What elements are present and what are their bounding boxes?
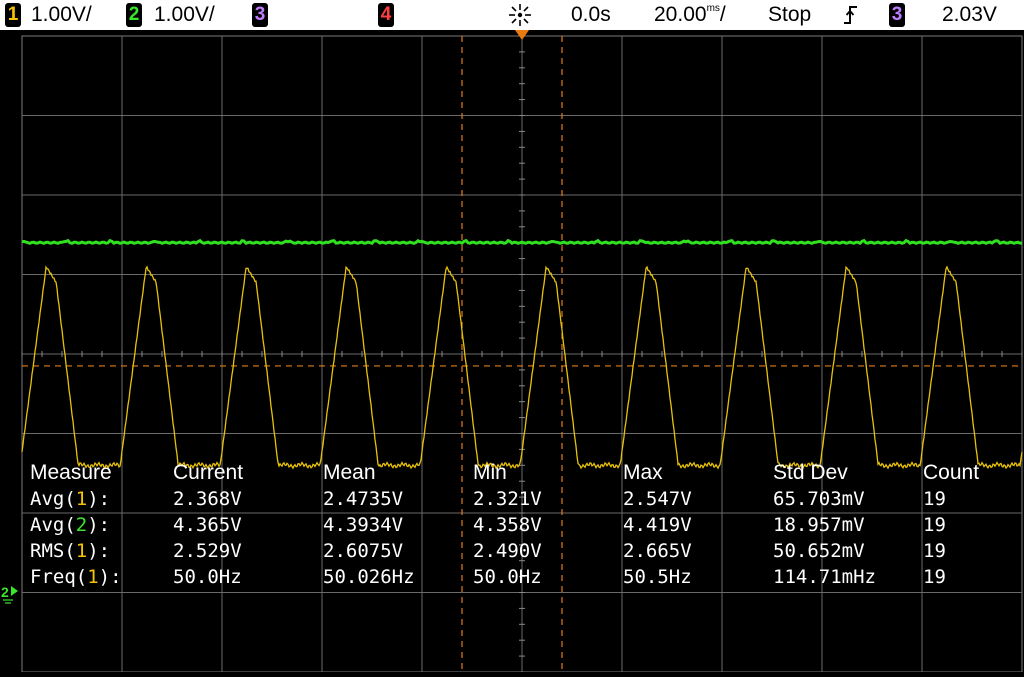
- measurement-std-dev: 114.71mHz: [773, 566, 876, 588]
- rising-edge-icon[interactable]: [842, 4, 860, 26]
- run-state[interactable]: Stop: [768, 3, 812, 26]
- measurement-header: Current: [173, 461, 243, 484]
- measurement-count: 19: [923, 566, 946, 588]
- status-bar: 1 1.00V/ 2 1.00V/ 3 4 0.0s 20.00ms/ Stop…: [0, 0, 1024, 30]
- channel-2-trace: [21, 238, 1022, 246]
- time-base-suffix: /: [719, 3, 726, 26]
- measurement-max: 2.665V: [623, 540, 692, 562]
- measurement-max: 4.419V: [623, 514, 692, 536]
- scope-display: 2 Measure Current Mean Min Max Std Dev Count Av…: [0, 30, 1024, 673]
- measurement-current: 4.365V: [173, 514, 242, 536]
- time-base-value: 20.00: [654, 3, 707, 26]
- measurement-std-dev: 18.957mV: [773, 514, 865, 536]
- measurement-mean: 50.026Hz: [323, 566, 415, 588]
- measurement-header: Measure: [30, 461, 112, 484]
- measurement-current: 50.0Hz: [173, 566, 242, 588]
- channel-1-badge[interactable]: 1: [5, 3, 21, 27]
- time-unit: ms: [706, 3, 720, 14]
- channel-4-badge[interactable]: 4: [378, 3, 394, 27]
- channel-2-badge[interactable]: 2: [126, 3, 142, 27]
- time-offset[interactable]: 0.0s: [571, 3, 611, 26]
- channel-2-scale[interactable]: 1.00V/: [154, 3, 215, 26]
- measurement-header: Std Dev: [773, 461, 848, 484]
- measurement-current: 2.368V: [173, 488, 242, 510]
- measurement-max: 50.5Hz: [623, 566, 692, 588]
- measurement-count: 19: [923, 488, 946, 510]
- measurement-name: Avg(2):: [30, 514, 110, 536]
- measurement-name: Avg(1):: [30, 488, 110, 510]
- time-base[interactable]: 20.00ms/: [654, 2, 726, 28]
- markers: 2: [1, 30, 529, 604]
- trigger-level[interactable]: 2.03V: [942, 3, 997, 26]
- measurement-min: 50.0Hz: [473, 566, 542, 588]
- measurement-min: 2.321V: [473, 488, 542, 510]
- channel-1-scale[interactable]: 1.00V/: [31, 3, 92, 26]
- measurement-header: Max: [623, 461, 663, 484]
- channel-1-trace: [21, 265, 1023, 470]
- measurement-mean: 2.6075V: [323, 540, 403, 562]
- measurement-count: 19: [923, 514, 946, 536]
- ground-marker-arrow: [11, 586, 18, 596]
- ground-marker-label: 2: [1, 584, 9, 600]
- cursor-lines: [22, 36, 1022, 672]
- waveform-plot: 2 Measure Current Mean Min Max Std Dev Count Av…: [1, 30, 1023, 673]
- measurement-std-dev: 50.652mV: [773, 540, 865, 562]
- measurement-current: 2.529V: [173, 540, 242, 562]
- sparkle-icon[interactable]: [506, 2, 534, 28]
- measurement-std-dev: 65.703mV: [773, 488, 865, 510]
- measurement-header: Min: [473, 461, 507, 484]
- measurement-count: 19: [923, 540, 946, 562]
- trigger-channel-badge[interactable]: 3: [889, 3, 905, 27]
- measurement-min: 2.490V: [473, 540, 542, 562]
- trigger-position-marker: [515, 30, 529, 40]
- measurement-name: RMS(1):: [30, 540, 110, 562]
- traces: [21, 238, 1023, 470]
- measurement-header: Mean: [323, 461, 376, 484]
- measurement-mean: 2.4735V: [323, 488, 403, 510]
- channel-3-badge[interactable]: 3: [252, 3, 268, 27]
- measurement-min: 4.358V: [473, 514, 542, 536]
- measurement-name: Freq(1):: [30, 566, 122, 588]
- measurement-mean: 4.3934V: [323, 514, 403, 536]
- measurement-table: Measure Current Mean Min Max Std Dev Count Avg(…: [30, 461, 979, 588]
- measurement-max: 2.547V: [623, 488, 692, 510]
- measurement-header: Count: [923, 461, 979, 484]
